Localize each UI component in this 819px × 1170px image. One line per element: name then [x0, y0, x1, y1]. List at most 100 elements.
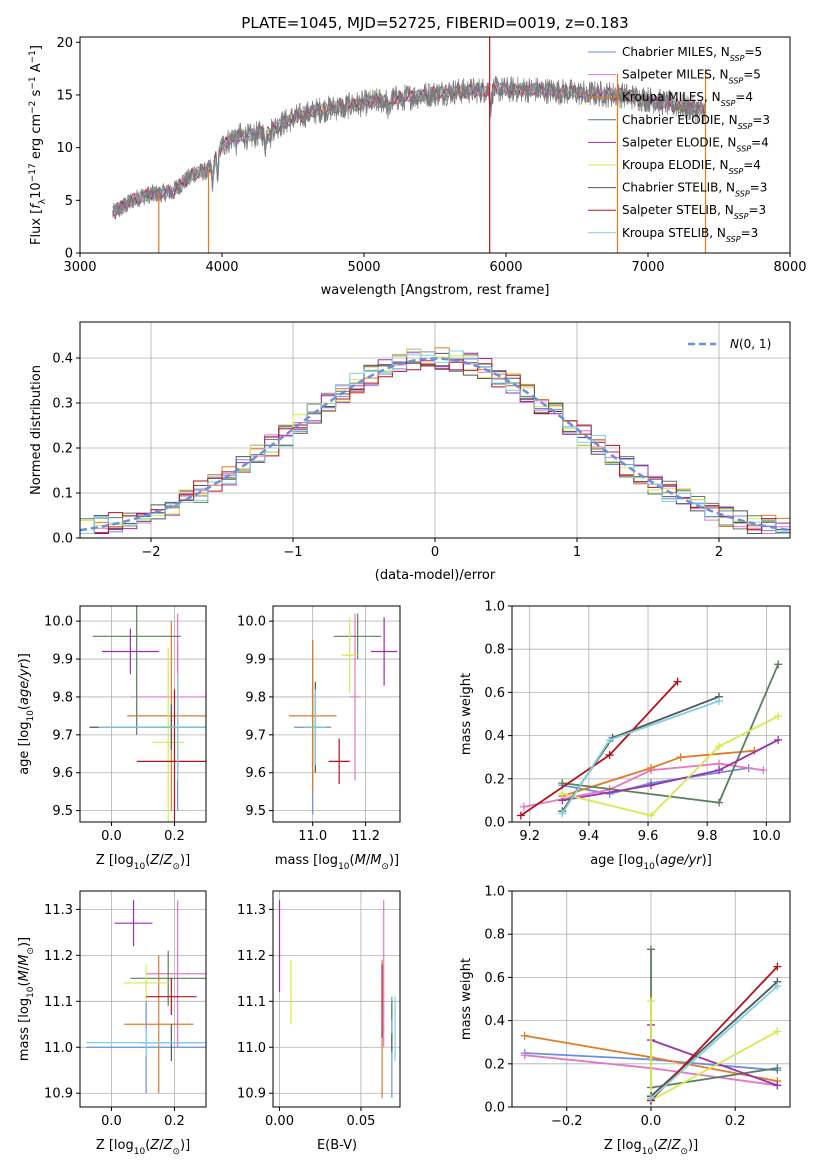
label-part: ( — [145, 1138, 150, 1153]
x-tick-label: 8000 — [773, 260, 806, 275]
y-tick-label: 10.0 — [44, 615, 73, 630]
y-tick-label: 11.3 — [237, 903, 266, 918]
legend-label-tail: =3 — [748, 203, 766, 217]
label-part: )] — [180, 853, 190, 868]
legend-entry: Salpeter MILES, NSSP=5 — [622, 68, 761, 86]
legend-label-main: Chabrier MILES, N — [622, 45, 730, 59]
panel-weight-vs-age: 9.2 9.4 9.6 9.8 10.0 0.0 0.2 0.4 0.6 0.8 1.0 — [484, 600, 791, 844]
legend-label-tail: =3 — [741, 226, 759, 240]
legend-label-tail: =5 — [744, 45, 762, 59]
weight-series — [650, 985, 778, 1100]
y-tick-label: 9.8 — [245, 690, 266, 705]
legend-label-sub: SSP — [735, 189, 750, 198]
y-tick-label: 1.0 — [484, 885, 505, 900]
label-part: )] — [389, 853, 399, 868]
weight-marker — [676, 753, 685, 762]
weight-series — [650, 965, 779, 1102]
label-part: 10 — [134, 1147, 146, 1157]
x-tick-label: 9.2 — [519, 829, 540, 844]
weight-marker — [647, 764, 655, 772]
label-part: )] — [180, 1138, 190, 1153]
label-part: f — [29, 202, 44, 209]
legend-label-sub: SSP — [729, 167, 744, 176]
label-part: Z — [149, 853, 160, 868]
x-axis-label: Z [log10(Z/Z⊙)] — [604, 1138, 698, 1157]
legend-label-main: Kroupa STELIB, N — [622, 226, 726, 240]
y-tick-label: 9.9 — [52, 653, 73, 668]
y-tick-label: 0.3 — [52, 397, 73, 412]
legend-entry: Chabrier STELIB, NSSP=3 — [622, 181, 767, 199]
weight-marker — [605, 735, 614, 744]
y-tick-label: 0.6 — [484, 971, 505, 986]
label-part: 10 — [134, 862, 146, 872]
x-tick-label: 4000 — [205, 260, 238, 275]
legend-label-sub: SSP — [726, 234, 741, 243]
label-part: ⊙ — [680, 1147, 688, 1157]
label-part: ( — [17, 981, 32, 986]
legend-entry: Kroupa STELIB, NSSP=3 — [622, 226, 758, 244]
legend-entry: Chabrier ELODIE, NSSP=3 — [622, 113, 770, 131]
legend-label-main: Kroupa ELODIE, N — [622, 158, 729, 172]
legend-label-main: Chabrier STELIB, N — [622, 181, 735, 195]
legend-entry: Kroupa MILES, NSSP=4 — [622, 90, 753, 108]
legend-label-main: Salpeter STELIB, N — [622, 203, 734, 217]
weight-marker — [774, 660, 783, 669]
legend-entry: N(0, 1) — [730, 337, 771, 351]
label-part: −17 — [28, 163, 38, 182]
y-tick-label: 0.4 — [484, 729, 505, 744]
weight-series — [562, 749, 755, 797]
x-tick-label: −0.2 — [551, 1114, 583, 1129]
weight-marker — [759, 766, 768, 775]
label-part: age [log — [17, 722, 32, 775]
label-part: Z — [149, 1138, 160, 1153]
y-tick-label: 11.0 — [44, 1041, 73, 1056]
y-tick-label: 0.6 — [484, 686, 505, 701]
weight-marker — [774, 735, 783, 744]
x-tick-label: 0.0 — [641, 1114, 662, 1129]
weight-marker — [773, 1081, 782, 1090]
weight-marker — [773, 962, 782, 971]
y-tick-label: 0.2 — [484, 1057, 505, 1072]
x-tick-label: 0.2 — [164, 829, 185, 844]
x-tick-label: 2 — [715, 545, 723, 560]
plot-area — [278, 900, 396, 1098]
x-tick-label: 9.4 — [579, 829, 600, 844]
weight-marker — [647, 781, 655, 790]
axes-frame — [79, 36, 791, 254]
label-part: ⊙ — [381, 862, 389, 872]
y-tick-label: 9.7 — [245, 728, 266, 743]
x-axis-label: mass [log10(M/M⊙)] — [275, 853, 399, 872]
label-part: ( — [653, 1138, 658, 1153]
axes-frame — [272, 605, 401, 823]
weight-marker — [558, 789, 567, 798]
label-part: 10 — [643, 862, 655, 872]
weight-marker — [520, 1051, 529, 1060]
panel-residuals: −2 −1 0 1 2 0.0 0.1 0.2 0.3 0.4 — [52, 321, 791, 560]
legend-label-sub: SSP — [734, 212, 749, 221]
weight-marker — [647, 1094, 655, 1103]
x-axis-label: E(B-V) — [317, 1138, 357, 1153]
panel-weight-vs-Z: −0.2 0.0 0.2 0.0 0.2 0.4 0.6 0.8 1.0 — [484, 885, 791, 1129]
x-tick-label: 0.00 — [265, 1114, 294, 1129]
y-tick-label: 9.9 — [245, 653, 266, 668]
label-part: λ — [38, 198, 48, 204]
x-tick-label: 5000 — [347, 260, 380, 275]
plot-area — [516, 660, 783, 820]
legend-entry: Chabrier MILES, NSSP=5 — [622, 45, 762, 63]
label-part: 10 — [26, 986, 36, 998]
weight-marker — [715, 766, 724, 775]
y-tick-label: 10 — [56, 141, 73, 156]
legend-label-sub: SSP — [721, 99, 736, 108]
panel-spectrum: 3000 4000 5000 6000 7000 8000 0 5 10 15 20 — [56, 36, 806, 275]
weight-marker — [673, 677, 682, 686]
weight-marker — [519, 802, 528, 811]
x-tick-label: 1 — [573, 545, 581, 560]
figure-title: PLATE=1045, MJD=52725, FIBERID=0019, z=0… — [241, 14, 628, 32]
y-tick-label: 0.4 — [52, 352, 73, 367]
label-part: / — [159, 853, 164, 868]
y-axis-label: Normed distribution — [29, 365, 44, 495]
y-tick-label: 11.1 — [237, 995, 266, 1010]
y-tick-label: 11.3 — [44, 903, 73, 918]
